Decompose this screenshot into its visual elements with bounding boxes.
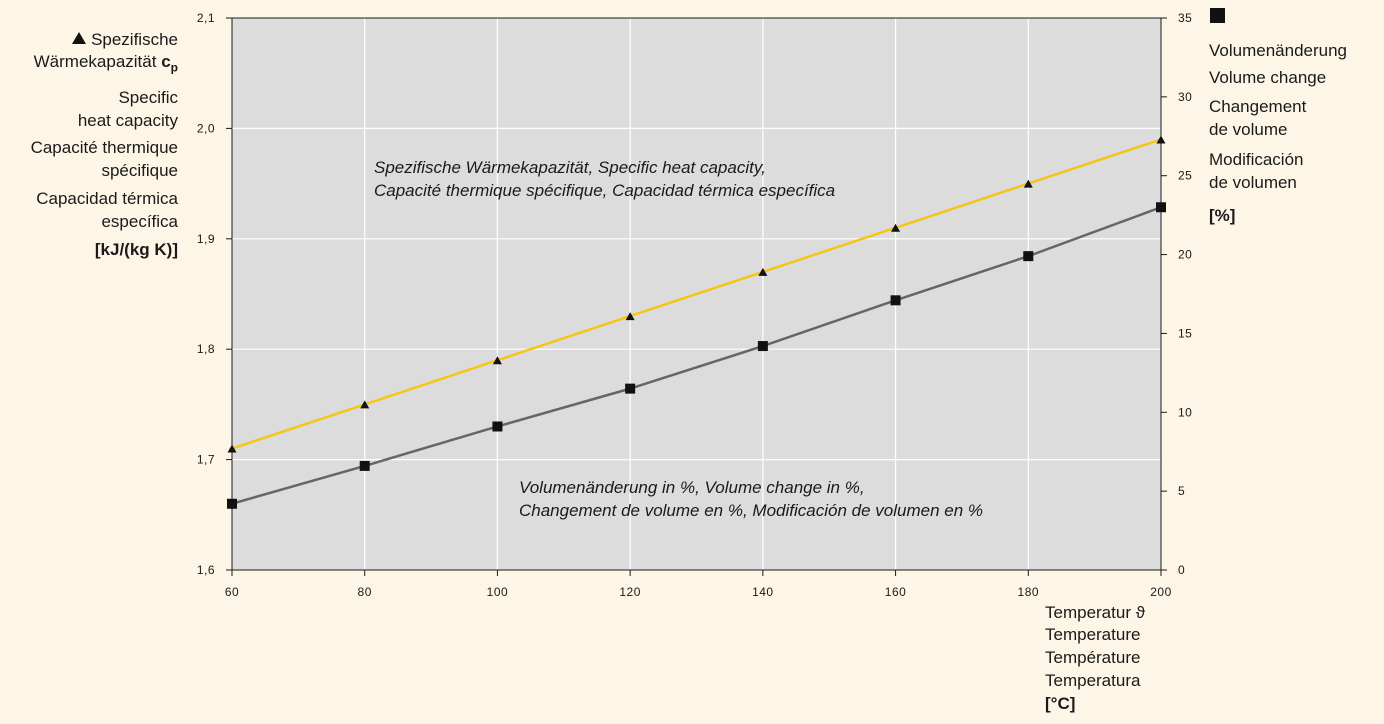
right-tick-label: 30 bbox=[1178, 90, 1192, 104]
x-tick-label: 120 bbox=[619, 585, 641, 599]
volume-change-point bbox=[227, 498, 237, 509]
left-tick-label: 2,1 bbox=[197, 11, 215, 25]
data-series bbox=[227, 135, 1166, 509]
volume-change-point bbox=[890, 295, 901, 306]
right-tick-label: 0 bbox=[1178, 563, 1185, 577]
heat-capacity-point bbox=[1023, 179, 1033, 188]
right-axis-label-es-2: de volumen bbox=[1209, 173, 1297, 192]
triangle-legend-icon bbox=[72, 32, 87, 44]
volume-change-point bbox=[625, 383, 636, 394]
right-tick-label: 35 bbox=[1178, 11, 1192, 25]
x-axis-label-en: Temperature bbox=[1045, 625, 1141, 644]
volume-change-line bbox=[231, 206, 1162, 505]
volume-change-point bbox=[1156, 202, 1166, 213]
left-tick-label: 1,6 bbox=[197, 563, 215, 577]
right-tick-label: 5 bbox=[1178, 484, 1185, 498]
x-tick-label: 140 bbox=[752, 585, 774, 599]
cp-symbol: c bbox=[161, 52, 171, 71]
x-axis-unit: [°C] bbox=[1045, 694, 1076, 713]
left-axis-label-es-1: Capacidad térmica bbox=[36, 189, 178, 208]
axis-legend-markers bbox=[1210, 8, 1225, 23]
left-axis-label-fr-1: Capacité thermique bbox=[30, 138, 178, 157]
right-tick-label: 25 bbox=[1178, 169, 1192, 183]
volume-change-point bbox=[1023, 251, 1034, 262]
left-tick-label: 1,9 bbox=[197, 232, 215, 246]
left-axis-label-es-2: específica bbox=[101, 212, 178, 231]
x-axis-label-de: Temperatur ϑ bbox=[1045, 603, 1145, 622]
left-axis-label-en-2: heat capacity bbox=[77, 111, 178, 130]
left-axis-title-line2: Wärmekapazität cp bbox=[34, 52, 178, 77]
heat-capacity-point bbox=[625, 312, 635, 321]
x-tick-label: 80 bbox=[358, 585, 372, 599]
right-tick-label: 10 bbox=[1178, 405, 1192, 419]
x-tick-label: 160 bbox=[885, 585, 907, 599]
x-tick-label: 200 bbox=[1150, 585, 1172, 599]
volume-change-point bbox=[359, 460, 370, 471]
left-axis-label-en-1: Specific bbox=[118, 88, 178, 107]
x-tick-label: 60 bbox=[225, 585, 239, 599]
x-tick-label: 100 bbox=[487, 585, 509, 599]
right-tick-label: 15 bbox=[1178, 326, 1192, 340]
right-axis-unit: [%] bbox=[1209, 206, 1236, 225]
heat-capacity-point bbox=[758, 267, 768, 276]
right-axis-label-fr-2: de volume bbox=[1209, 120, 1288, 139]
right-axis-label-fr-1: Changement bbox=[1209, 97, 1307, 116]
heat-capacity-point bbox=[1156, 135, 1166, 144]
right-tick-label: 20 bbox=[1178, 248, 1192, 262]
heat-capacity-point bbox=[227, 444, 237, 453]
right-axis-label-en: Volume change bbox=[1209, 68, 1327, 87]
volume-annotation-1: Volumenänderung in %, Volume change in %… bbox=[519, 478, 865, 497]
volume-change-point bbox=[757, 341, 768, 352]
cp-subscript: p bbox=[170, 60, 178, 75]
left-axis-title-line1: Spezifische bbox=[72, 30, 178, 50]
heat-capacity-annotation-1: Spezifische Wärmekapazität, Specific hea… bbox=[374, 158, 766, 177]
volume-annotation-2: Changement de volume en %, Modificación … bbox=[519, 501, 983, 520]
right-axis-label-es-1: Modificación bbox=[1209, 150, 1304, 169]
heat-capacity-point bbox=[891, 223, 901, 232]
x-axis-label-fr: Température bbox=[1045, 648, 1141, 667]
left-tick-label: 1,8 bbox=[197, 342, 215, 356]
left-axis-unit: [kJ/(kg K)] bbox=[94, 240, 178, 259]
x-axis-label-es: Temperatura bbox=[1045, 671, 1141, 690]
left-axis-label-de-1: Spezifische bbox=[91, 30, 178, 49]
left-axis-label-de-2: Wärmekapazität bbox=[33, 52, 162, 71]
heat-capacity-annotation-2: Capacité thermique spécifique, Capacidad… bbox=[374, 181, 836, 200]
x-tick-label: 180 bbox=[1018, 585, 1040, 599]
heat-capacity-point bbox=[360, 400, 370, 409]
square-legend-icon bbox=[1210, 8, 1225, 23]
axes bbox=[226, 17, 1167, 576]
volume-change-point bbox=[492, 421, 503, 432]
heat-capacity-line bbox=[231, 138, 1162, 450]
heat-capacity-point bbox=[492, 356, 502, 365]
grid-lines bbox=[232, 18, 1161, 570]
right-axis-label-de: Volumenänderung bbox=[1209, 41, 1348, 60]
tick-labels: 60 80 100 120 140 160 180 2001,61,71,81,92,02,1… bbox=[197, 11, 1192, 599]
left-axis-label-fr-2: spécifique bbox=[101, 161, 178, 180]
left-tick-label: 1,7 bbox=[197, 453, 215, 467]
left-tick-label: 2,0 bbox=[197, 121, 215, 135]
